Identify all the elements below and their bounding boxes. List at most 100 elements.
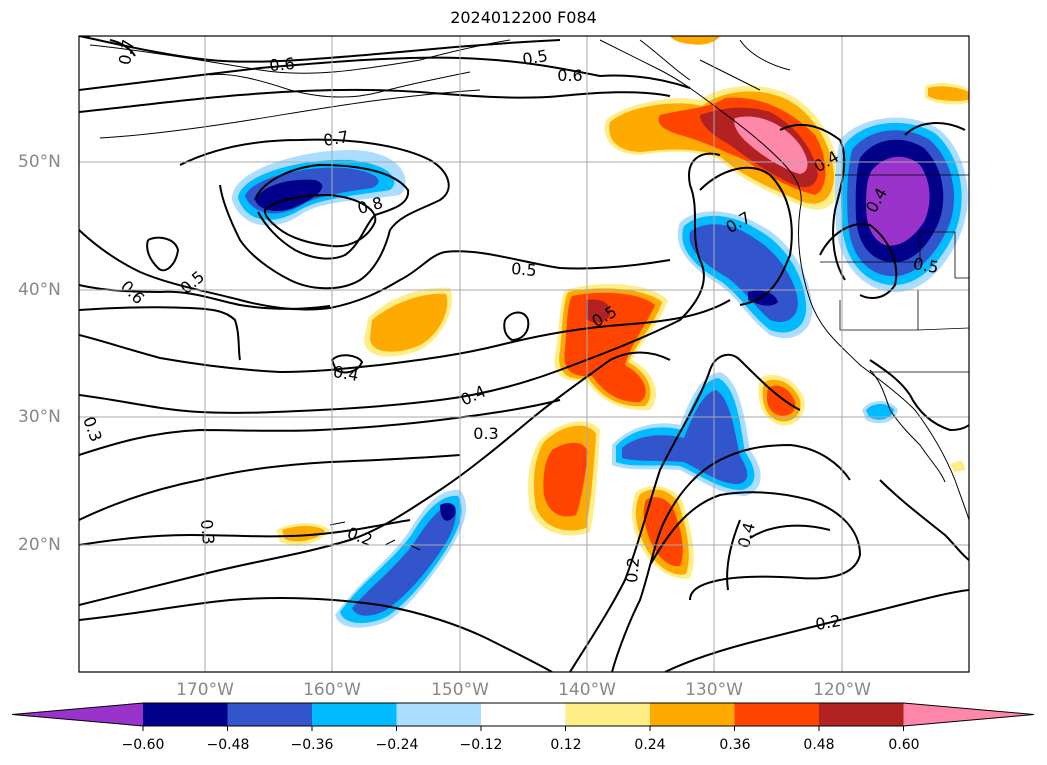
colorbar-segment <box>734 703 820 726</box>
coastline <box>599 39 969 521</box>
colorbar-extend-min <box>12 703 143 726</box>
contour-line <box>904 122 966 136</box>
border <box>839 290 919 331</box>
shaded-field-layer <box>231 36 969 628</box>
colorbar-segment <box>312 703 397 726</box>
contour-line <box>330 354 364 374</box>
contour-line <box>79 306 241 361</box>
contour-label: 0.6 <box>269 54 296 75</box>
contour-line <box>726 519 831 591</box>
colorbar-extend-max <box>903 703 1034 726</box>
lat-label: 30°N <box>18 407 61 427</box>
shaded-region-blue <box>352 505 456 616</box>
contour-label: 0.5 <box>510 259 537 280</box>
contour-line <box>79 56 691 91</box>
contour-line <box>254 163 410 260</box>
contour-line <box>699 166 793 306</box>
contour-line <box>503 311 530 342</box>
lon-label: 150°W <box>431 680 489 700</box>
contour-line <box>79 152 721 414</box>
contour-label: 0.3 <box>79 414 106 444</box>
shaded-region-red <box>643 497 683 567</box>
contour-line <box>263 193 377 248</box>
figure-title: 2024012200 F084 <box>450 8 597 27</box>
lat-label: 40°N <box>18 280 61 300</box>
contour-label: 0.3 <box>473 424 498 443</box>
colorbar-tick-label: 0.12 <box>550 737 582 753</box>
colorbar-tick-label: −0.60 <box>121 737 165 753</box>
contour-line <box>79 299 731 374</box>
contour-line <box>146 236 180 272</box>
contour-line <box>79 596 553 672</box>
coastline <box>99 89 481 139</box>
colorbar-tick-label: −0.24 <box>375 737 419 753</box>
colorbar-segment <box>819 703 904 726</box>
contour-line <box>179 138 450 290</box>
colorbar-tick-label: 0.48 <box>803 737 835 753</box>
contour-label: 0.7 <box>322 127 350 150</box>
colorbar-segment <box>650 703 735 726</box>
colorbar-tick-label: −0.48 <box>206 737 250 753</box>
colorbar-tick-label: −0.36 <box>290 737 334 753</box>
contour-line <box>79 519 411 546</box>
shaded-region-blue <box>866 404 894 420</box>
lon-label: 120°W <box>813 680 871 700</box>
contour-label: 0.6 <box>557 66 582 85</box>
plot-frame <box>78 35 970 673</box>
colorbar-tick-label: −0.12 <box>459 737 503 753</box>
colorbar-segment <box>143 703 228 726</box>
coastline-layer <box>89 39 969 551</box>
lat-label: 20°N <box>18 535 61 555</box>
contour-label-layer: 0.7 0.6 0.50.60.70.80.50.6 0.50.50.40.40.30… <box>79 38 940 634</box>
colorbar-tick-label: 0.24 <box>634 737 666 753</box>
colorbar-segment <box>227 703 313 726</box>
lon-label: 160°W <box>303 680 361 700</box>
contour-label: 0.2 <box>814 611 842 634</box>
colorbar-tick-label: 0.36 <box>719 737 751 753</box>
map-plot-area: 0.7 0.6 0.50.60.70.80.50.6 0.50.50.40.40.30… <box>79 36 969 672</box>
contour-line <box>79 351 671 606</box>
lat-label: 50°N <box>18 152 61 172</box>
lon-label: 140°W <box>558 680 616 700</box>
lon-label: 130°W <box>685 680 743 700</box>
contour-line <box>79 454 461 521</box>
contour-line <box>569 353 801 672</box>
contour-line <box>819 223 898 299</box>
shaded-region-blue <box>748 290 778 306</box>
contour-line <box>664 589 969 672</box>
shaded-region-orange <box>670 36 720 45</box>
lon-label: 170°W <box>176 680 234 700</box>
contour-label: 0.4 <box>332 362 360 385</box>
coastline <box>209 71 471 98</box>
coastline <box>869 369 946 483</box>
gridline-layer <box>79 36 969 672</box>
shaded-region-yellow <box>950 460 966 472</box>
contour-line <box>649 491 862 601</box>
shaded-region-orange <box>370 293 448 352</box>
contour-label: 0.3 <box>197 519 218 546</box>
contour-line <box>879 479 969 561</box>
contour-line <box>869 359 969 432</box>
shaded-region-pink <box>734 116 808 174</box>
contour-line <box>611 443 851 672</box>
colorbar <box>11 702 1035 731</box>
contour-label: 0.2 <box>622 557 643 584</box>
contour-label: 0.7 <box>115 38 138 66</box>
contour-line <box>779 123 846 281</box>
contour-line <box>79 36 561 63</box>
contour-label: 0.5 <box>521 46 549 69</box>
coastline <box>89 39 511 74</box>
shaded-region-orange <box>543 442 588 517</box>
shaded-region-blue <box>440 503 456 521</box>
shaded-region-orange <box>928 86 969 101</box>
border <box>820 231 969 279</box>
shaded-region-purple <box>866 156 930 246</box>
contour-layer <box>79 36 969 672</box>
colorbar-segment <box>481 703 566 726</box>
shaded-region-orange <box>282 526 325 542</box>
shaded-region-red <box>586 299 611 323</box>
shaded-region-blue <box>255 179 323 212</box>
contour-line <box>79 36 136 57</box>
contour-line <box>79 229 671 311</box>
